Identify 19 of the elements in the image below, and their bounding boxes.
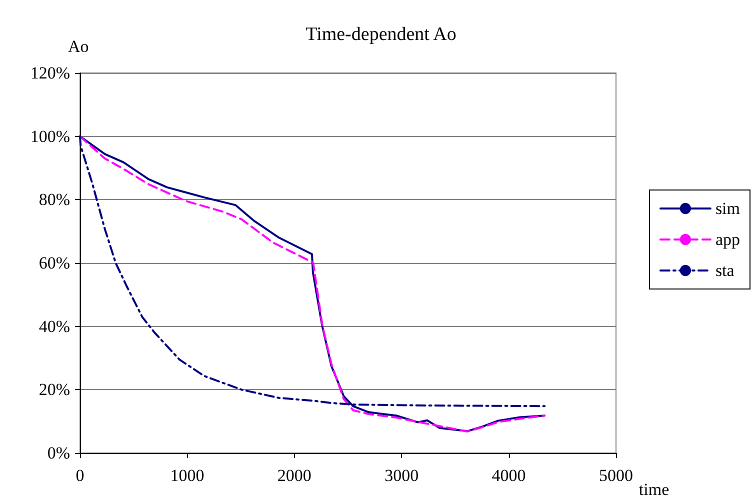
- legend-label: sta: [715, 261, 735, 280]
- legend-label: sim: [715, 199, 740, 218]
- x-axis-title: time: [638, 480, 670, 499]
- y-axis-title: Ao: [68, 37, 89, 56]
- y-tick-label: 120%: [30, 64, 70, 82]
- y-tick-label: 40%: [38, 316, 70, 336]
- x-tick-label: 4000: [492, 466, 526, 485]
- x-tick-label: 1000: [170, 466, 204, 485]
- y-tick-label: 20%: [38, 380, 70, 400]
- x-tick-label: 2000: [277, 466, 312, 485]
- x-tick-label: 0: [76, 466, 84, 485]
- x-tick-label: 3000: [384, 466, 419, 485]
- y-tick-label: 100%: [30, 126, 70, 146]
- y-tick-label: 60%: [38, 254, 70, 272]
- chart-title: Time-dependent Ao: [306, 24, 456, 45]
- x-tick-label: 5000: [599, 466, 633, 485]
- y-tick-label: 80%: [38, 190, 70, 210]
- legend-label: app: [715, 230, 740, 249]
- y-tick-label: 0%: [47, 444, 70, 462]
